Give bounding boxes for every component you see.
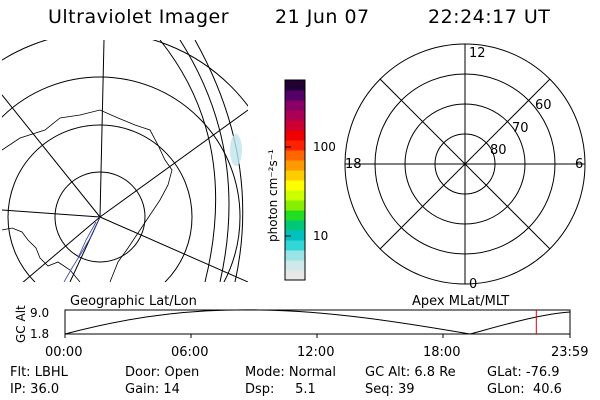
geo-meridian [99,109,248,218]
geo-meridian [2,209,101,218]
mlt-label-6: 6 [575,157,584,172]
mlt-label-18: 18 [345,157,362,172]
coastline [2,109,173,282]
geo-meridian [99,216,248,282]
emission-patch [230,134,242,166]
colorbar-tick-100: 100 [313,140,336,154]
colorbar-segment [285,240,305,251]
colorbar-segment [285,110,305,121]
coastline-blue [77,221,97,259]
filter-info: Flt: LBHL [10,365,68,380]
colorbar-segment [285,170,305,181]
colorbar-segment [285,230,305,241]
colorbar-segment [285,160,305,171]
mlt-label-12: 12 [469,46,486,61]
ip-info: IP: 36.0 [10,382,60,397]
dsp-info: Dsp: 5.1 [245,382,316,397]
time-label: 22:24:17 UT [428,6,551,28]
lat-label-70: 70 [512,121,529,136]
colorbar-segment [285,140,305,151]
x-tick-label: 00:00 [45,345,83,360]
colorbar-segment [285,250,305,261]
gain-info: Gain: 14 [125,382,180,397]
x-tick-label: 18:00 [423,345,461,360]
colorbar-segment [285,220,305,231]
colorbar-segment [285,180,305,191]
glon-info: GLon: 40.6 [487,382,562,397]
colorbar-segment [285,100,305,111]
glat-info: GLat: -76.9 [487,365,560,380]
lat-label-80: 80 [490,143,507,158]
colorbar-segment [285,150,305,161]
geo-meridian [22,216,101,282]
colorbar-segment [285,190,305,201]
altitude-plot-frame [64,309,571,335]
geo-arc [179,40,230,282]
colorbar-segment [285,130,305,141]
coastline-blue [63,216,101,282]
colorbar-segment [285,270,305,281]
colorbar-segment [285,200,305,211]
mlt-label-0: 0 [469,277,478,292]
geo-meridian [2,94,101,218]
apex-panel-label: Apex MLat/MLT [412,294,510,309]
gc-alt-info: GC Alt: 6.8 Re [365,365,456,380]
altitude-ytick-1.8: 1.8 [30,327,50,341]
geo-lat-ring [7,124,193,282]
mode-info: Mode: Normal [245,365,336,380]
coastline [2,227,81,282]
seq-info: Seq: 39 [365,382,415,397]
door-info: Door: Open [125,365,200,380]
x-tick-label: 23:59 [551,345,589,360]
colorbar-tick-10: 10 [313,229,329,243]
colorbar-segment [285,80,305,91]
geo-arc [159,40,217,282]
date-label: 21 Jun 07 [275,6,370,28]
altitude-curve [64,309,571,335]
geo-lat-ring [54,171,146,263]
instrument-title: Ultraviolet Imager [48,6,230,28]
altitude-ytick-9: 9.0 [30,306,50,320]
geo-panel-label: Geographic Lat/Lon [70,294,197,309]
apex-meridian [379,78,551,250]
x-tick-label: 12:00 [297,345,335,360]
colorbar-segment [285,90,305,101]
geo-meridian [99,40,105,218]
geo-lat-ring [2,76,241,282]
colorbar-segment [285,210,305,221]
lat-label-60: 60 [535,98,552,113]
altitude-ylabel: GC Alt [14,305,28,343]
colorbar-segment [285,260,305,271]
colorbar-segment [285,120,305,131]
x-tick-label: 06:00 [171,345,209,360]
